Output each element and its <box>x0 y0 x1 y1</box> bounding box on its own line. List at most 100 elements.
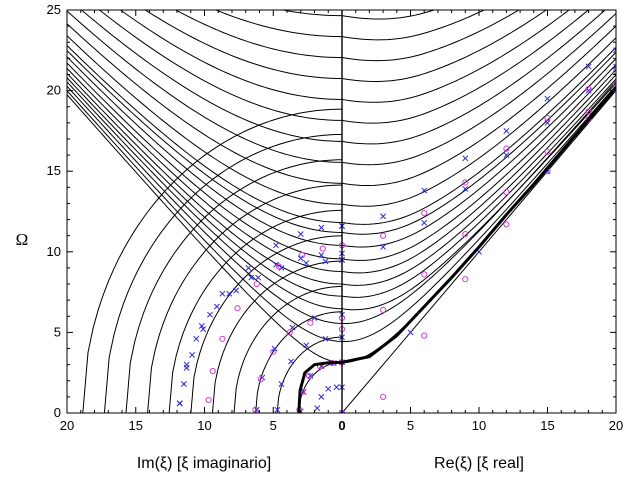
circle-marker <box>585 85 592 93</box>
x-tick-label-im: 10 <box>197 418 211 433</box>
cross-stroke <box>503 127 510 134</box>
background-curve-re <box>341 47 616 225</box>
cross-marker <box>318 393 325 400</box>
cross-stroke <box>613 47 616 52</box>
y-tick-label: 0 <box>54 405 61 420</box>
circle-marker <box>612 68 616 75</box>
cross-marker <box>183 361 190 368</box>
cross-marker <box>380 213 387 220</box>
cross-marker <box>585 87 592 94</box>
background-curve-re <box>341 82 616 311</box>
background-curve-im <box>67 90 343 342</box>
cross-stroke <box>585 63 592 70</box>
cross-stroke <box>180 381 187 387</box>
cross-marker <box>198 322 205 329</box>
axis-ticks <box>66 9 617 414</box>
circle-marker <box>503 221 510 228</box>
circle-marker <box>219 335 226 342</box>
background-curve-intercept <box>276 336 343 413</box>
circle-marker <box>252 406 259 413</box>
cross-stroke <box>585 87 592 94</box>
background-curve-im <box>144 10 343 80</box>
circle-marker <box>270 348 277 355</box>
cross-marker <box>180 381 187 387</box>
background-curve-re <box>341 37 616 207</box>
cross-stroke <box>503 152 510 159</box>
background-curve-intercept <box>255 311 343 413</box>
background-curve-intercept <box>211 260 343 413</box>
cross-stroke <box>297 231 304 238</box>
background-curves <box>67 10 616 413</box>
cross-stroke <box>613 63 616 68</box>
x-tick-label-im: 20 <box>60 418 74 433</box>
x-tick-label-re: 20 <box>609 418 623 433</box>
cross-stroke <box>219 290 226 297</box>
background-curve-im <box>67 94 343 363</box>
cross-marker <box>176 400 183 407</box>
cross-marker <box>245 264 252 271</box>
background-curve-intercept <box>147 184 343 413</box>
cross-stroke <box>207 311 213 318</box>
cross-stroke <box>255 274 262 281</box>
background-curve-re <box>341 80 616 324</box>
cross-stroke <box>322 258 329 265</box>
background-curve-im <box>67 50 343 233</box>
background-curve-im <box>67 56 343 246</box>
circle-marker <box>421 271 428 278</box>
cross-stroke <box>273 242 279 249</box>
background-curve-im <box>214 10 343 38</box>
cross-stroke <box>297 255 304 262</box>
cross-marker <box>303 260 310 267</box>
cross-stroke <box>198 322 205 329</box>
y-tick-label: 20 <box>47 83 61 98</box>
background-curve-im <box>67 35 343 205</box>
circle-marker <box>209 367 216 375</box>
background-curve-re <box>341 10 570 103</box>
x-axis-title-left: Im(ξ) [ξ imaginario] <box>137 455 271 472</box>
cross-stroke <box>248 274 255 281</box>
y-tick-label: 5 <box>54 324 61 339</box>
cross-marker <box>311 314 318 321</box>
cross-stroke <box>544 95 551 102</box>
cross-marker <box>544 95 551 102</box>
cross-marker <box>380 244 387 250</box>
background-curve-intercept <box>82 108 343 413</box>
cross-marker <box>407 329 414 336</box>
background-curve-im <box>280 10 343 17</box>
circle-marker <box>257 376 264 383</box>
circle-marker <box>462 230 469 238</box>
cross-stroke <box>322 335 329 342</box>
cross-stroke <box>233 287 240 294</box>
cross-marker <box>193 335 200 342</box>
cross-stroke <box>189 352 196 358</box>
x-tick-label-im: 15 <box>129 418 143 433</box>
bold-curve <box>297 86 616 413</box>
cross-marker <box>278 381 285 387</box>
y-tick-label: 25 <box>47 2 61 17</box>
circle-marker <box>380 393 387 400</box>
cross-stroke <box>303 260 310 267</box>
cross-stroke <box>462 185 469 192</box>
background-curve-re <box>341 64 616 261</box>
cross-stroke <box>318 393 325 400</box>
circle-marker <box>462 276 469 283</box>
cross-marker <box>233 287 240 294</box>
cross-marker <box>585 63 592 70</box>
circle-marker <box>462 179 469 186</box>
background-curve-im <box>67 72 343 285</box>
cross-marker <box>314 405 321 412</box>
cross-marker <box>300 389 307 395</box>
background-curve-re <box>341 52 616 235</box>
cross-stroke <box>259 374 266 381</box>
cross-marker <box>278 264 285 271</box>
cross-stroke <box>325 385 332 392</box>
background-curve-im <box>80 10 343 142</box>
background-curve-re <box>341 74 616 286</box>
y-tick-label: 10 <box>47 244 61 259</box>
cross-marker <box>303 342 310 349</box>
cross-stroke <box>613 89 616 94</box>
background-curve-re <box>341 58 616 248</box>
cross-marker <box>613 63 616 70</box>
cross-marker <box>333 384 340 391</box>
